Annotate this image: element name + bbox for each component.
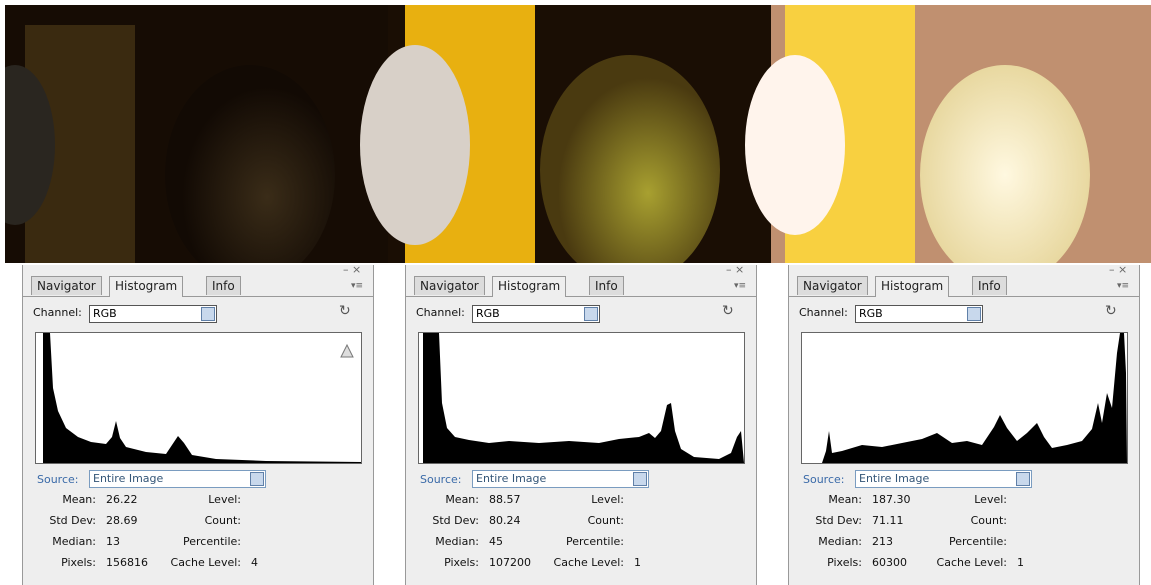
dropdown-button[interactable] — [250, 472, 264, 486]
stat-label: Std Dev: — [0, 514, 96, 527]
stat-value: 80.24 — [489, 514, 521, 527]
refresh-icon[interactable]: ↻ — [339, 303, 351, 319]
stat-label: Std Dev: — [762, 514, 862, 527]
close-x: – × — [1109, 263, 1127, 276]
tab-bar: Navigator Histogram Info – × ▾≡ — [23, 265, 373, 297]
dropdown-button[interactable] — [633, 472, 647, 486]
stat-label: Level: — [524, 493, 624, 506]
tab[interactable]: Info — [589, 276, 624, 295]
tab[interactable]: Navigator — [414, 276, 485, 295]
menu-icon[interactable]: ▾≡ — [351, 281, 363, 291]
stat-value: 213 — [872, 535, 893, 548]
stat-label: Percentile: — [907, 535, 1007, 548]
stat-label: Percentile: — [141, 535, 241, 548]
source-value: Entire Image — [859, 472, 929, 485]
stat-value: 187.30 — [872, 493, 911, 506]
stat-value: 60300 — [872, 556, 907, 569]
tab[interactable]: Navigator — [797, 276, 868, 295]
stat-label: Count: — [524, 514, 624, 527]
channel-value: RGB — [859, 307, 883, 320]
dropdown-button[interactable] — [201, 307, 215, 321]
channel-label: Channel: — [33, 306, 82, 319]
stat-label: Median: — [379, 535, 479, 548]
close-x: – × — [726, 263, 744, 276]
dropdown-button[interactable] — [967, 307, 981, 321]
close-x: – × — [343, 263, 361, 276]
stat-label: Mean: — [762, 493, 862, 506]
stat-label: Mean: — [0, 493, 96, 506]
stat-label: Percentile: — [524, 535, 624, 548]
channel-value: RGB — [476, 307, 500, 320]
channel-value: RGB — [93, 307, 117, 320]
stat-label: Level: — [907, 493, 1007, 506]
histogram — [35, 332, 362, 464]
stat-label: Count: — [141, 514, 241, 527]
stat-value: 1 — [1017, 556, 1024, 569]
refresh-icon[interactable]: ↻ — [1105, 303, 1117, 319]
stat-label: Pixels: — [762, 556, 862, 569]
tab[interactable]: Info — [972, 276, 1007, 295]
stat-value: 45 — [489, 535, 503, 548]
stat-label: Median: — [762, 535, 862, 548]
tab[interactable]: Histogram — [875, 276, 949, 297]
tab[interactable]: Histogram — [109, 276, 183, 297]
tab[interactable]: Info — [206, 276, 241, 295]
channel-dropdown[interactable]: RGB — [89, 305, 217, 323]
source-value: Entire Image — [93, 472, 163, 485]
channel-label: Channel: — [799, 306, 848, 319]
stat-label: Pixels: — [379, 556, 479, 569]
source-value: Entire Image — [476, 472, 546, 485]
histogram — [418, 332, 745, 464]
refresh-icon[interactable]: ↻ — [722, 303, 734, 319]
stat-value: 28.69 — [106, 514, 138, 527]
tab-bar: Navigator Histogram Info – × ▾≡ — [789, 265, 1139, 297]
menu-icon[interactable]: ▾≡ — [734, 281, 746, 291]
source-label: Source: — [803, 473, 845, 486]
menu-icon[interactable]: ▾≡ — [1117, 281, 1129, 291]
histogram — [801, 332, 1128, 464]
tab-bar: Navigator Histogram Info – × ▾≡ — [406, 265, 756, 297]
stat-value: 4 — [251, 556, 258, 569]
histogram-panel: Navigator Histogram Info – × ▾≡ Channel: RGB ↻ S… — [788, 265, 1140, 585]
page: Navigator Histogram Info – × ▾≡ Channel: RGB ↻ S… — [0, 0, 1151, 585]
stat-label: Cache Level: — [907, 556, 1007, 569]
stat-value: 71.11 — [872, 514, 904, 527]
stat-label: Count: — [907, 514, 1007, 527]
source-dropdown[interactable]: Entire Image — [855, 470, 1032, 488]
stat-value: 1 — [634, 556, 641, 569]
dropdown-button[interactable] — [1016, 472, 1030, 486]
histogram-panel: Navigator Histogram Info – × ▾≡ Channel: RGB ↻ S… — [22, 265, 374, 585]
stat-value: 88.57 — [489, 493, 521, 506]
stat-label: Pixels: — [0, 556, 96, 569]
photos — [5, 5, 1151, 263]
tab[interactable]: Histogram — [492, 276, 566, 297]
source-dropdown[interactable]: Entire Image — [89, 470, 266, 488]
source-label: Source: — [420, 473, 462, 486]
stat-label: Median: — [0, 535, 96, 548]
stat-label: Mean: — [379, 493, 479, 506]
stat-label: Std Dev: — [379, 514, 479, 527]
tab[interactable]: Navigator — [31, 276, 102, 295]
stat-label: Cache Level: — [524, 556, 624, 569]
stat-value: 26.22 — [106, 493, 138, 506]
histogram-panel: Navigator Histogram Info – × ▾≡ Channel: RGB ↻ S… — [405, 265, 757, 585]
source-label: Source: — [37, 473, 79, 486]
channel-label: Channel: — [416, 306, 465, 319]
stat-label: Cache Level: — [141, 556, 241, 569]
source-dropdown[interactable]: Entire Image — [472, 470, 649, 488]
stat-value: 13 — [106, 535, 120, 548]
dropdown-button[interactable] — [584, 307, 598, 321]
channel-dropdown[interactable]: RGB — [472, 305, 600, 323]
channel-dropdown[interactable]: RGB — [855, 305, 983, 323]
stat-label: Level: — [141, 493, 241, 506]
